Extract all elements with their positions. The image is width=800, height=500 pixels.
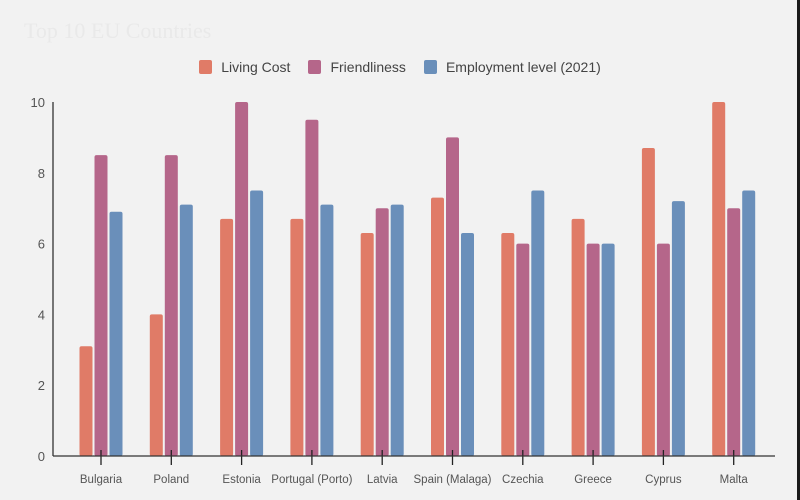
bar-living-cost-poland [149,314,163,456]
y-tick-label: 10 [31,95,45,110]
legend-item-employment[interactable]: Employment level (2021) [423,59,601,75]
bar-living-cost-malta [712,102,726,456]
bar-employment-level-2021-malta [742,190,756,456]
x-tick-label: Bulgaria [80,474,123,486]
bar-friendliness-spain-malaga [446,137,459,456]
bar-employment-level-2021-spain-malaga [461,232,474,456]
bar-living-cost-greece [571,218,585,456]
bar-employment-level-2021-greece [601,243,615,456]
x-tick-label: Cyprus [645,474,682,486]
x-tick-label: Latvia [367,474,398,486]
bar-friendliness-malta [727,208,741,456]
bar-employment-level-2021-latvia [390,204,404,456]
bar-friendliness-estonia [235,102,249,456]
y-tick-label: 0 [38,449,45,464]
legend-item-friendliness[interactable]: Friendliness [308,59,406,75]
chart-title: Top 10 EU Countries [24,18,212,43]
bar-friendliness-latvia [375,208,389,456]
legend-label-employment: Employment level (2021) [445,59,601,75]
legend-label-friendliness: Friendliness [330,59,406,75]
bar-friendliness-poland [164,155,178,456]
bar-friendliness-portugal-porto [305,119,319,456]
x-tick-label: Malta [720,474,749,486]
bar-employment-level-2021-estonia [250,190,264,456]
bar-living-cost-cyprus [641,148,655,456]
bar-employment-level-2021-poland [179,204,193,456]
x-tick-label: Czechia [502,474,544,486]
legend: Living Cost Friendliness Employment leve… [0,59,800,75]
bar-friendliness-greece [586,243,600,456]
x-tick-label: Estonia [222,474,261,486]
bar-living-cost-estonia [220,218,234,456]
bar-employment-level-2021-cyprus [671,201,685,456]
bar-friendliness-cyprus [656,243,670,456]
x-tick-label: Spain (Malaga) [414,474,492,486]
bar-living-cost-czechia [501,232,515,456]
bar-employment-level-2021-bulgaria [109,211,123,456]
y-tick-label: 2 [38,378,45,393]
x-tick-label: Poland [153,474,189,486]
bar-friendliness-czechia [516,243,530,456]
bar-living-cost-spain-malaga [431,197,444,456]
bar-employment-level-2021-czechia [531,190,545,456]
y-tick-label: 4 [38,307,45,322]
x-tick-label: Greece [574,474,612,486]
bar-friendliness-bulgaria [94,155,108,456]
legend-swatch-living-cost [199,60,213,74]
bar-employment-level-2021-portugal-porto [320,204,334,456]
legend-item-living-cost[interactable]: Living Cost [199,59,290,75]
legend-swatch-friendliness [308,60,322,74]
x-tick-label: Portugal (Porto) [271,474,352,486]
window-edge [797,0,800,500]
legend-swatch-employment [423,60,437,74]
y-tick-label: 8 [38,166,45,181]
bar-living-cost-portugal-porto [290,218,304,456]
legend-label-living-cost: Living Cost [221,59,291,75]
y-tick-label: 6 [38,237,45,252]
bar-living-cost-bulgaria [79,346,93,456]
bar-living-cost-latvia [360,232,374,456]
